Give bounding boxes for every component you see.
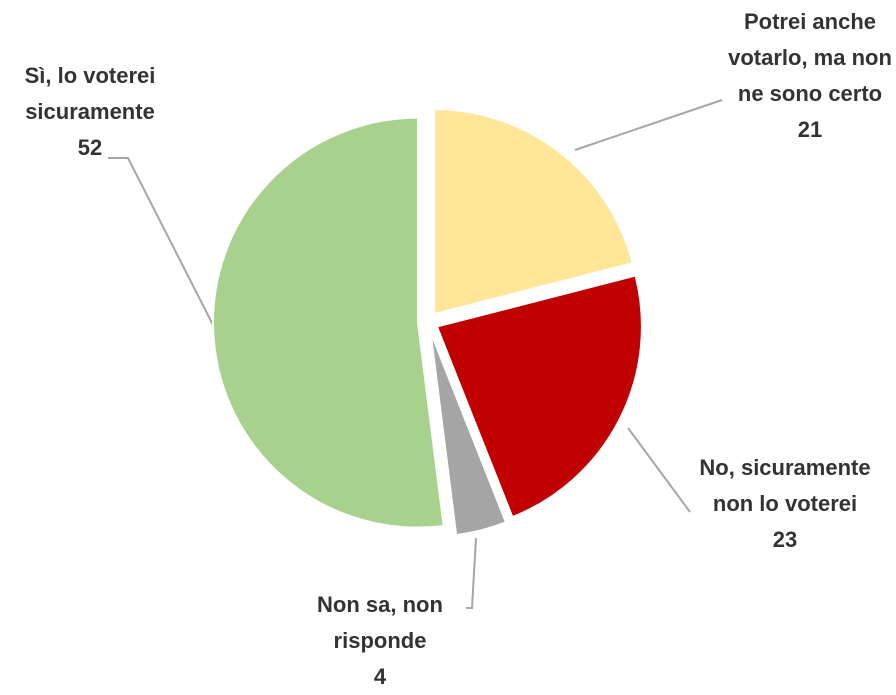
slice-label: Non sa, non risponde 4 xyxy=(300,587,460,695)
slice-label: Sì, lo voterei sicuramente 52 xyxy=(0,58,180,166)
pie-slice xyxy=(435,274,643,519)
value-label: 23 xyxy=(772,527,798,552)
leader-line xyxy=(627,427,691,513)
category-label: No, sicuramente non lo voterei xyxy=(699,455,871,516)
leader-line xyxy=(574,99,723,151)
pie-slice xyxy=(429,331,508,537)
category-label: Non sa, non risponde xyxy=(317,592,443,653)
value-label: 21 xyxy=(797,117,823,142)
value-label: 4 xyxy=(373,664,387,689)
slice-label: Potrei anche votarlo, ma non ne sono cer… xyxy=(722,4,896,148)
leader-line xyxy=(466,537,477,609)
category-label: Sì, lo voterei sicuramente xyxy=(24,63,156,124)
leader-line xyxy=(108,157,214,326)
pie-slice xyxy=(212,116,445,529)
slice-label: No, sicuramente non lo voterei 23 xyxy=(690,450,880,558)
category-label: Potrei anche votarlo, ma non ne sono cer… xyxy=(728,9,892,106)
pie-slice xyxy=(433,108,634,316)
value-label: 52 xyxy=(77,135,103,160)
